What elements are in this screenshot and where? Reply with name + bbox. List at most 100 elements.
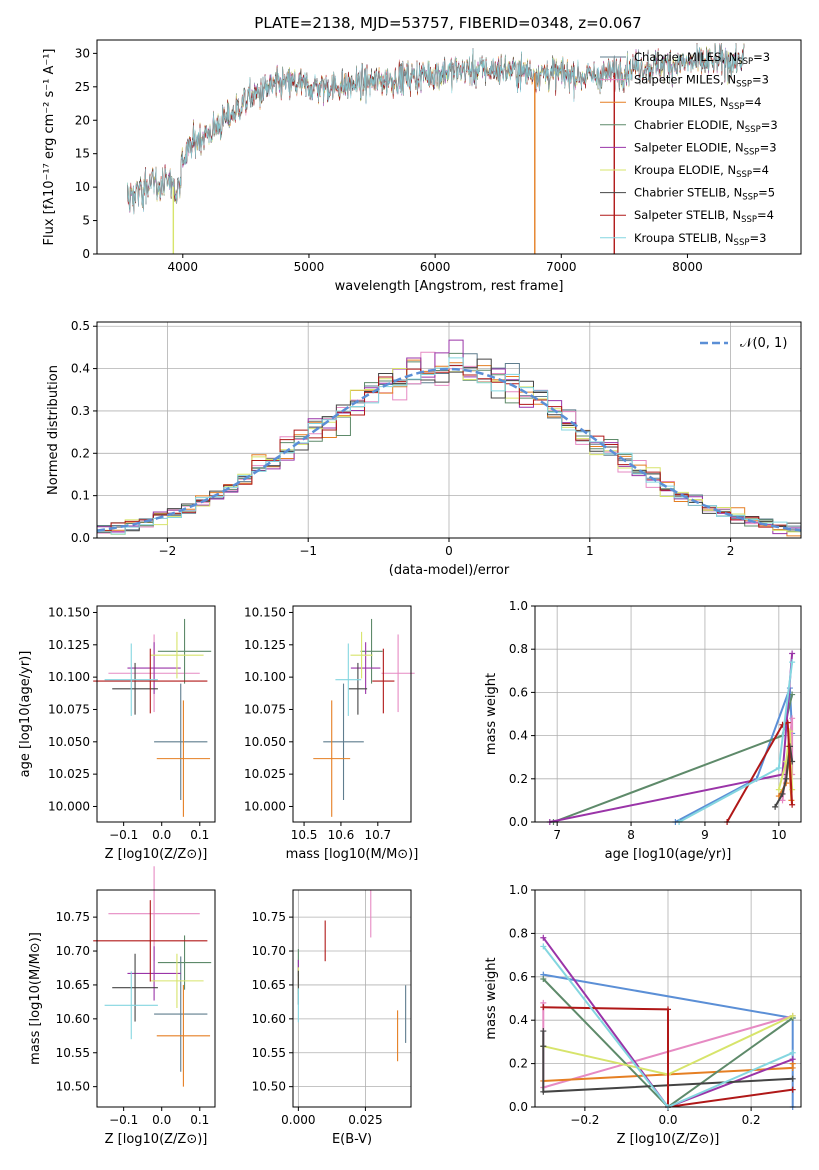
- ssp-point-marker: [772, 803, 779, 810]
- ssp-weight-line: [543, 1006, 793, 1109]
- ssp-point-marker: [540, 943, 547, 950]
- legend-label: Kroupa MILES, NSSP=4: [634, 95, 761, 112]
- y-tick-label: 10.100: [244, 670, 286, 684]
- y-tick-label: 10.75: [252, 910, 286, 924]
- x-axis-label: Z [log10(Z/Z⊙)]: [105, 847, 208, 862]
- x-tick-label: 0.0: [152, 828, 171, 842]
- y-tick-label: 0.8: [509, 642, 528, 656]
- y-tick-label: 0.2: [71, 446, 90, 460]
- y-tick-label: 0.5: [71, 319, 90, 333]
- y-tick-label: 0.0: [509, 815, 528, 829]
- normal-curve: [96, 367, 802, 532]
- y-axis-label: mass weight: [484, 673, 499, 755]
- x-tick-label: −0.1: [109, 828, 138, 842]
- legend-label: Kroupa ELODIE, NSSP=4: [634, 163, 769, 180]
- y-tick-label: 10.025: [244, 767, 286, 781]
- y-tick-label: 0.4: [509, 729, 528, 743]
- spectrum-legend: Chabrier MILES, NSSP=3 Salpeter MILES, NS…: [600, 50, 778, 248]
- axes-frame: [292, 889, 412, 1108]
- y-tick-label: 10.60: [252, 1012, 286, 1026]
- axes-frame: [534, 605, 802, 823]
- y-tick-label: 10.000: [244, 799, 286, 813]
- ssp-point-marker: [789, 1012, 796, 1019]
- spectrum-series-line: [127, 43, 745, 215]
- y-axis-label: Normed distribution: [46, 365, 61, 495]
- x-tick-label: 4000: [168, 260, 199, 274]
- axes-frame: [292, 605, 412, 823]
- y-axis-label: mass weight: [484, 957, 499, 1039]
- spectrum-plot-area: [127, 43, 745, 254]
- ssp-point-marker: [789, 1086, 796, 1093]
- y-tick-label: 10.150: [48, 605, 90, 619]
- y-tick-label: 10.75: [56, 910, 90, 924]
- x-axis-label: mass [log10(M/M⊙)]: [286, 847, 419, 862]
- x-tick-label: 10.5: [291, 828, 318, 842]
- ssp-point-marker: [665, 1006, 671, 1013]
- y-tick-label: 10.50: [56, 1080, 90, 1094]
- ssp-point-marker: [540, 1043, 547, 1050]
- y-tick-label: 0.4: [509, 1013, 528, 1027]
- y-tick-label: 0.2: [509, 772, 528, 786]
- x-tick-label: 7: [553, 828, 561, 842]
- y-tick-label: 1.0: [509, 599, 528, 613]
- y-axis-label: age [log10(age/yr)]: [18, 651, 33, 778]
- x-tick-label: 10.7: [364, 828, 391, 842]
- x-tick-label: 9: [701, 828, 709, 842]
- ebv_vs_mass-panel: 0.000 0.025 10.50 10.55 10.60 10.65 10.70 10.75…: [252, 889, 412, 1147]
- y-tick-label: 30: [75, 46, 90, 60]
- y-tick-label: 10.050: [244, 735, 286, 749]
- y-tick-label: 10.65: [252, 978, 286, 992]
- y-tick-label: 10.150: [244, 605, 286, 619]
- x-tick-label: 0.0: [152, 1113, 171, 1127]
- y-tick-label: 10: [75, 180, 90, 194]
- z_vs_age-panel: −0.1 0.0 0.1 10.000 10.025 10.050 10.075 10.100…: [18, 605, 216, 862]
- ssp-point-marker: [789, 650, 796, 657]
- x-tick-label: 0.0: [658, 1113, 677, 1127]
- legend-label: Salpeter STELIB, NSSP=4: [634, 208, 774, 225]
- ssp-point-marker: [789, 801, 796, 808]
- ssp-point-marker: [779, 790, 786, 797]
- x-tick-label: 10.6: [328, 828, 355, 842]
- y-tick-label: 10.55: [56, 1046, 90, 1060]
- legend-label: Salpeter MILES, NSSP=3: [634, 73, 769, 90]
- axes-frame: [534, 889, 802, 1108]
- ssp-point-marker: [540, 1028, 547, 1035]
- y-tick-label: 10.050: [48, 735, 90, 749]
- legend-label: Chabrier ELODIE, NSSP=3: [634, 118, 778, 135]
- mass_vs_age-panel: 10.5 10.6 10.7 10.000 10.025 10.050 10.075 10.1…: [244, 605, 418, 862]
- y-tick-label: 0.2: [509, 1057, 528, 1071]
- y-tick-label: 10.55: [252, 1046, 286, 1060]
- x-tick-label: 0: [445, 544, 453, 558]
- y-tick-label: 0.1: [71, 489, 90, 503]
- z_vs_weight-panel: −0.2 0.0 0.2 0.0 0.2 0.4 0.6 0.8 1.0 Z [log10(Z/Z…: [484, 883, 802, 1147]
- histogram-series: [97, 339, 801, 535]
- y-tick-label: 10.60: [56, 1012, 90, 1026]
- y-tick-label: 10.100: [48, 670, 90, 684]
- y-tick-label: 10.70: [56, 944, 90, 958]
- legend-label: Kroupa STELIB, NSSP=3: [634, 231, 766, 248]
- ssp-point-marker: [779, 797, 786, 804]
- histogram-series: [97, 357, 801, 535]
- axes-frame: [96, 39, 802, 255]
- x-tick-label: 2: [727, 544, 735, 558]
- y-tick-label: 10.025: [48, 767, 90, 781]
- y-tick-label: 10.65: [56, 978, 90, 992]
- ssp-point-marker: [789, 1049, 796, 1056]
- ssp-point-marker: [783, 775, 790, 782]
- ssp-weight-line: [553, 694, 794, 823]
- x-tick-label: −0.1: [109, 1113, 138, 1127]
- x-tick-label: 10: [771, 828, 786, 842]
- ssp-point-marker: [775, 786, 782, 793]
- y-tick-label: 0.6: [509, 685, 528, 699]
- y-tick-label: 25: [75, 80, 90, 94]
- y-tick-label: 20: [75, 113, 90, 127]
- ssp-point-marker: [789, 1075, 796, 1082]
- ssp-point-marker: [540, 1004, 547, 1011]
- x-tick-label: 0.000: [281, 1113, 315, 1127]
- y-tick-label: 0.6: [509, 970, 528, 984]
- ebv_vs_mass-plot-area: [297, 890, 407, 1062]
- x-tick-label: −2: [159, 544, 177, 558]
- legend-label: Chabrier MILES, NSSP=3: [634, 50, 770, 67]
- ssp-point-marker: [540, 1088, 547, 1095]
